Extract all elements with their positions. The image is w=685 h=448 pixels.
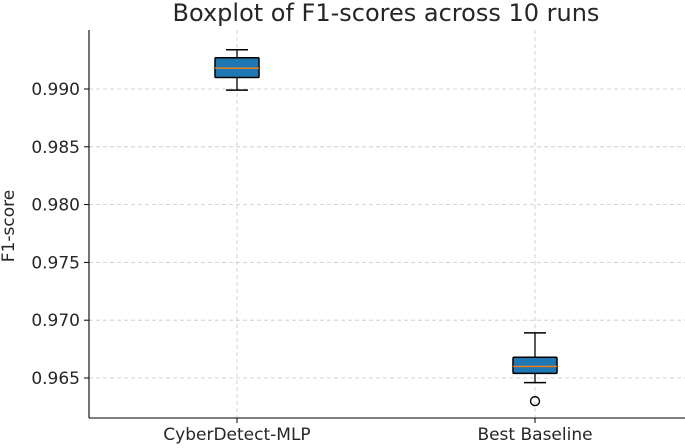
y-tick-label: 0.975 <box>31 253 80 273</box>
y-tick-label: 0.980 <box>31 196 80 216</box>
chart-title: Boxplot of F1-scores across 10 runs <box>173 0 600 27</box>
box-group <box>512 332 558 407</box>
y-tick-label: 0.985 <box>31 138 80 158</box>
boxes <box>214 48 558 407</box>
grid-lines <box>89 30 685 418</box>
y-ticks: 0.965 0.970 0.975 0.980 0.985 0.990 <box>31 80 89 389</box>
x-tick-label: Best Baseline <box>477 425 592 444</box>
y-tick-label: 0.965 <box>31 369 80 389</box>
iqr-box <box>512 356 558 375</box>
box-group <box>214 48 260 91</box>
y-tick-label: 0.990 <box>31 80 80 100</box>
x-ticks: CyberDetect-MLP Best Baseline <box>163 418 593 445</box>
y-tick-label: 0.970 <box>31 311 80 331</box>
y-axis-label: F1-score <box>0 190 19 262</box>
axes <box>88 30 685 419</box>
outlier-point <box>529 395 541 407</box>
x-tick-label: CyberDetect-MLP <box>163 425 310 444</box>
